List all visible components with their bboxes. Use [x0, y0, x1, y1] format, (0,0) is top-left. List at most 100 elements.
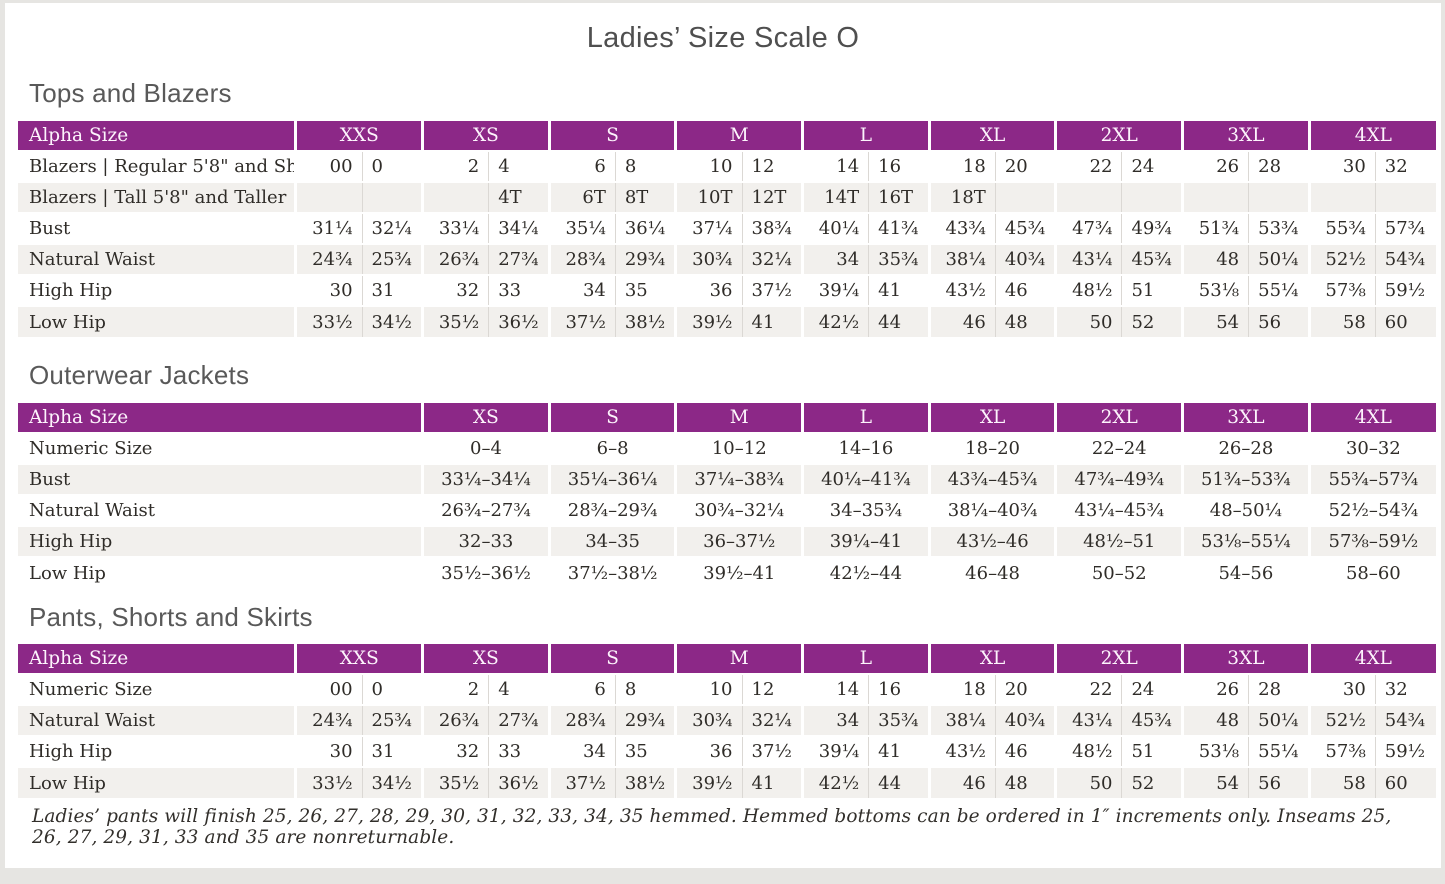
cell-value: 00	[294, 673, 363, 705]
cell-value: 60	[1374, 305, 1436, 337]
cell-value: 34–35¾	[801, 494, 930, 526]
cell-value: 48½	[1054, 735, 1122, 767]
cell-value: 49¾	[1121, 212, 1183, 244]
size-column-header-xl: XL	[927, 644, 1056, 674]
cell-value: 0–4	[421, 432, 550, 464]
cell-value: 52½	[1307, 704, 1376, 736]
row-label: Natural Waist	[18, 243, 296, 275]
cell-value: 6–8	[547, 432, 676, 464]
cell-value: 53¾	[1248, 212, 1310, 244]
cell-value: 8	[614, 150, 676, 182]
cell-value: 40¾	[994, 243, 1056, 275]
cell-value: 37½	[741, 735, 803, 767]
cell-value: 38¼	[927, 704, 996, 736]
cell-value: 48	[994, 766, 1056, 798]
cell-value: 42½	[801, 766, 869, 798]
cell-value: 26	[1181, 673, 1249, 705]
cell-value: 37¼	[674, 212, 742, 244]
size-column-header-l: L	[801, 644, 930, 674]
cell-value: 12	[741, 673, 803, 705]
cell-value: 24	[1121, 150, 1183, 182]
cell-value: 22	[1054, 673, 1122, 705]
table-row: High Hip 32–33 34–35 36–37½ 39¼–41 43½–46 48½–…	[18, 525, 1436, 557]
cell-value: 14	[801, 673, 869, 705]
cell-value: 42½–44	[801, 556, 930, 588]
cell-value: 28	[1248, 150, 1310, 182]
cell-value: 20	[994, 150, 1056, 182]
table-row: Natural Waist 26¾–27¾ 28¾–29¾ 30¾–32¼ 34–35¾…	[18, 494, 1436, 526]
size-column-header-m: M	[674, 644, 803, 674]
row-label: Low Hip	[18, 766, 296, 798]
cell-value: 28	[1248, 673, 1310, 705]
cell-value: 47¾	[1054, 212, 1122, 244]
cell-value	[1054, 181, 1122, 213]
cell-value: 14–16	[801, 432, 930, 464]
cell-value: 4T	[488, 181, 550, 213]
table-row: Bust 31¼ 32¼ 33¼ 34¼ 35¼ 36¼ 37¼ 38¾ 40¼ 41¾ 43¾ 45¾…	[18, 212, 1436, 244]
cell-value: 28¾	[547, 704, 616, 736]
cell-value	[1181, 181, 1249, 213]
cell-value: 43¼	[1054, 243, 1122, 275]
header-row: Alpha Size XXS XS S M L XL 2XL 3XL 4XL	[18, 644, 1436, 674]
cell-value: 35	[614, 274, 676, 306]
cell-value: 32	[421, 735, 489, 767]
cell-value: 55¼	[1248, 735, 1310, 767]
cell-value: 29¾	[614, 704, 676, 736]
table-row: Low Hip 33½ 34½ 35½ 36½ 37½ 38½ 39½ 41 42½ 44 46 48 5…	[18, 305, 1436, 337]
cell-value: 37½–38½	[547, 556, 676, 588]
cell-value	[1374, 181, 1436, 213]
cell-value: 56	[1248, 766, 1310, 798]
size-column-header-xl: XL	[927, 403, 1056, 433]
cell-value: 16T	[868, 181, 930, 213]
cell-value: 22–24	[1054, 432, 1183, 464]
cell-value: 24¾	[294, 243, 363, 275]
table-row: Numeric Size 00 0 2 4 6 8 10 12 14 16 18 20 22 24 26 28 3…	[18, 673, 1436, 705]
size-column-header-2xl: 2XL	[1054, 644, 1183, 674]
cell-value: 34	[801, 243, 869, 275]
cell-value: 46	[994, 274, 1056, 306]
cell-value: 38½	[614, 766, 676, 798]
cell-value: 51	[1121, 274, 1183, 306]
size-column-header-m: M	[674, 403, 803, 433]
table-row: Bust 33¼–34¼ 35¼–36¼ 37¼–38¾ 40¼–41¾ 43¾–45¾ 4…	[18, 463, 1436, 495]
cell-value: 8T	[614, 181, 676, 213]
section-heading-outerwear-jackets: Outerwear Jackets	[29, 360, 250, 390]
cell-value: 54–56	[1181, 556, 1310, 588]
cell-value: 32¼	[361, 212, 423, 244]
cell-value: 34	[547, 274, 616, 306]
cell-value: 34¼	[488, 212, 550, 244]
size-column-header-3xl: 3XL	[1181, 644, 1310, 674]
cell-value: 30¾	[674, 704, 742, 736]
cell-value: 45¾	[1121, 243, 1183, 275]
cell-value: 45¾	[994, 212, 1056, 244]
cell-value: 42½	[801, 305, 869, 337]
cell-value: 18	[927, 150, 996, 182]
size-table-pants-shorts-and-skirts: Alpha Size XXS XS S M L XL 2XL 3XL 4XL Numeric Siz…	[18, 644, 1436, 798]
cell-value: 24¾	[294, 704, 363, 736]
cell-value: 50¼	[1248, 704, 1310, 736]
size-table-outerwear-jackets: Alpha Size XS S M L XL 2XL 3XL 4XL Numeric Size 0–…	[18, 403, 1436, 588]
size-column-header-2xl: 2XL	[1054, 403, 1183, 433]
cell-value: 48	[1181, 243, 1249, 275]
header-row: Alpha Size XS S M L XL 2XL 3XL 4XL	[18, 403, 1436, 433]
cell-value: 44	[868, 766, 930, 798]
cell-value: 33½	[294, 305, 363, 337]
cell-value: 0	[361, 150, 423, 182]
cell-value: 34	[801, 704, 869, 736]
cell-value: 0	[361, 673, 423, 705]
cell-value: 27¾	[488, 704, 550, 736]
cell-value: 46	[927, 305, 996, 337]
cell-value: 35¼–36¼	[547, 463, 676, 495]
row-label: High Hip	[18, 274, 296, 306]
size-column-header-xxs: XXS	[294, 121, 423, 151]
cell-value: 34½	[361, 305, 423, 337]
cell-value: 54	[1181, 766, 1249, 798]
size-column-header-xs: XS	[421, 403, 550, 433]
cell-value: 53⅛	[1181, 274, 1249, 306]
cell-value: 24	[1121, 673, 1183, 705]
cell-value: 14	[801, 150, 869, 182]
cell-value: 34–35	[547, 525, 676, 557]
cell-value: 45¾	[1121, 704, 1183, 736]
cell-value: 35½	[421, 305, 489, 337]
row-label: High Hip	[18, 735, 296, 767]
